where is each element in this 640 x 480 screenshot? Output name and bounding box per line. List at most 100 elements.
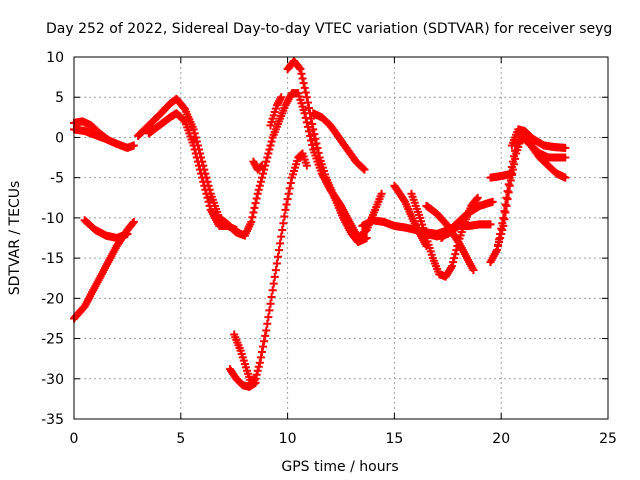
- data-point: [295, 63, 304, 72]
- data-point: [306, 131, 315, 140]
- data-point: [495, 235, 504, 244]
- axis-ticks: 0 5 10 15 20 25 10 5 0 -5 -10 -15 -20 -25 -30 -35: [41, 50, 617, 447]
- data-point: [508, 157, 517, 166]
- data-point: [190, 145, 199, 154]
- data-point: [469, 266, 478, 275]
- x-axis-label: GPS time / hours: [281, 459, 398, 475]
- data-point: [498, 225, 507, 234]
- data-point: [253, 366, 262, 375]
- data-point: [263, 319, 272, 328]
- data-point: [202, 189, 211, 198]
- data-point: [497, 224, 506, 233]
- data-point: [277, 93, 286, 102]
- series-arc-l: [309, 109, 369, 174]
- data-point: [257, 161, 266, 170]
- data-point: [255, 358, 264, 367]
- data-point: [271, 266, 280, 275]
- y-tick-label: 0: [55, 130, 64, 146]
- data-point: [249, 208, 258, 217]
- data-point: [280, 212, 289, 221]
- y-tick-label: 5: [55, 90, 64, 106]
- data-point: [128, 219, 137, 228]
- y-tick-label: 10: [46, 50, 64, 66]
- y-tick-label: -25: [41, 332, 64, 348]
- data-point: [314, 148, 323, 157]
- y-axis-label: SDTVAR / TECUs: [7, 181, 23, 296]
- data-point: [265, 145, 274, 154]
- data-point: [493, 240, 502, 249]
- series-arc-e: [134, 89, 386, 242]
- data-point: [275, 246, 284, 255]
- data-point: [359, 164, 368, 173]
- data-point: [486, 220, 495, 229]
- data-point: [307, 114, 316, 123]
- data-point: [312, 139, 321, 148]
- data-point: [488, 197, 497, 206]
- data-point: [282, 200, 291, 209]
- series-arc-d: [80, 216, 132, 242]
- data-point: [129, 217, 138, 226]
- data-point: [510, 152, 519, 161]
- data-point: [189, 141, 198, 150]
- data-point: [253, 189, 262, 198]
- series-arc-j: [225, 365, 260, 391]
- data-point: [561, 173, 570, 182]
- data-point: [197, 169, 206, 178]
- data-point: [260, 337, 269, 346]
- data-point: [204, 197, 213, 206]
- data-point: [198, 173, 207, 182]
- data-point: [196, 165, 205, 174]
- data-point: [501, 200, 510, 209]
- data-point: [273, 252, 282, 261]
- data-point: [472, 195, 481, 204]
- data-point: [302, 161, 311, 170]
- data-point: [247, 217, 256, 226]
- series-arc-f: [144, 109, 241, 234]
- data-point: [309, 125, 318, 134]
- series-arc-i: [230, 149, 311, 387]
- series-arc-t: [492, 133, 570, 255]
- data-point: [310, 130, 319, 139]
- chart-title: Day 252 of 2022, Sidereal Day-to-day VTE…: [46, 21, 612, 37]
- data-point: [311, 134, 320, 143]
- data-point: [199, 177, 208, 186]
- data-point: [286, 179, 295, 188]
- data-point: [264, 313, 273, 322]
- series-arc-u: [507, 125, 570, 152]
- y-tick-label: -10: [41, 211, 64, 227]
- x-tick-label: 15: [385, 431, 403, 447]
- data-point: [267, 292, 276, 301]
- data-point: [500, 207, 509, 216]
- data-point: [272, 259, 281, 268]
- data-point: [194, 161, 203, 170]
- data-point: [284, 189, 293, 198]
- data-point: [301, 88, 310, 97]
- data-point: [262, 326, 271, 335]
- data-point: [501, 208, 510, 217]
- data-point: [254, 362, 263, 371]
- series-arc-h: [266, 93, 286, 130]
- data-point: [255, 181, 264, 190]
- data-point: [191, 149, 200, 158]
- data-point: [304, 127, 313, 136]
- y-tick-label: -30: [41, 372, 64, 388]
- x-tick-label: 25: [599, 431, 617, 447]
- data-point: [251, 378, 260, 387]
- series-arc-v: [486, 169, 516, 182]
- data-point: [250, 203, 259, 212]
- data-point: [232, 225, 241, 234]
- data-point: [503, 187, 512, 196]
- x-tick-label: 5: [176, 431, 185, 447]
- data-point: [300, 83, 309, 92]
- data-point: [503, 195, 512, 204]
- data-point: [129, 141, 138, 150]
- grid: [74, 57, 608, 419]
- data-point: [278, 225, 287, 234]
- data-point: [257, 347, 266, 356]
- data-point: [265, 306, 274, 315]
- data-point: [377, 189, 386, 198]
- data-point: [257, 173, 266, 182]
- data-point: [201, 185, 210, 194]
- data-point: [256, 162, 265, 171]
- data-point: [499, 213, 508, 222]
